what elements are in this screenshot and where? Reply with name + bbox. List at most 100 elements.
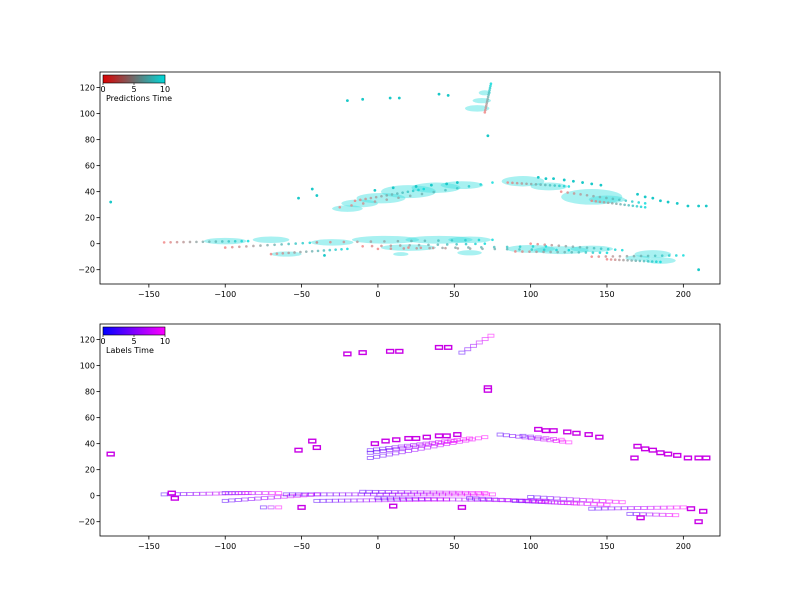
- prediction-ellipse-20: [332, 205, 363, 212]
- label-box-9-9: [586, 498, 593, 503]
- prediction-point-0-8: [214, 240, 218, 243]
- prediction-point-9-3: [611, 255, 615, 258]
- prediction-point-16-2: [484, 106, 488, 110]
- label-box-10-9: [647, 505, 655, 510]
- prediction-point-7-6: [556, 250, 559, 254]
- label-box-16-0: [519, 433, 527, 438]
- label-marker-19: [549, 428, 558, 434]
- label-box-4-3: [331, 498, 339, 503]
- label-box-9-6: [566, 497, 574, 502]
- prediction-ellipse-19: [411, 182, 461, 193]
- colorbar: [102, 74, 166, 84]
- prediction-ellipse-0: [203, 237, 247, 245]
- prediction-point-14-6: [598, 195, 602, 199]
- label-box-8-9: [570, 501, 578, 506]
- prediction-point-2-8: [316, 249, 320, 253]
- y-tick-label-4: 60: [85, 414, 95, 423]
- prediction-point-12-13: [422, 187, 426, 191]
- label-box-17-0: [458, 350, 466, 355]
- prediction-point-1-7: [273, 243, 276, 247]
- colorbar: [102, 326, 166, 336]
- prediction-point-11-12: [479, 183, 483, 186]
- label-box-3-7: [326, 492, 334, 497]
- label-box-4-4: [338, 498, 346, 503]
- label-marker-8: [483, 387, 493, 393]
- prediction-point-13-9: [548, 183, 552, 187]
- x-tick-label-7: 200: [676, 290, 691, 299]
- prediction-point-9-2: [604, 255, 608, 258]
- prediction-point-5-3: [415, 246, 418, 250]
- label-box-11-7: [672, 513, 680, 518]
- label-box-8-1: [518, 499, 526, 504]
- plot-area: [106, 333, 711, 525]
- prediction-point-7-4: [542, 250, 545, 254]
- prediction-marker-24: [675, 201, 679, 205]
- prediction-point-7-9: [577, 251, 581, 254]
- label-box-13-2: [379, 449, 387, 453]
- label-box-11-3: [646, 512, 653, 517]
- prediction-point-7-5: [549, 250, 552, 254]
- prediction-ellipse-4: [351, 235, 420, 244]
- x-tick-label-4: 50: [449, 290, 459, 299]
- prediction-marker-11: [536, 175, 540, 179]
- x-tick-label-6: 150: [599, 542, 614, 551]
- prediction-point-16-3: [484, 104, 488, 108]
- prediction-point-13-6: [534, 183, 538, 186]
- prediction-ellipse-25: [588, 195, 626, 204]
- prediction-point-10-13: [659, 260, 662, 264]
- prediction-point-2-9: [322, 249, 326, 252]
- prediction-point-9-13: [682, 254, 685, 257]
- label-box-1-7: [268, 491, 276, 496]
- prediction-marker-34: [445, 182, 449, 186]
- label-box-15-0: [496, 432, 504, 437]
- prediction-ellipse-15: [393, 252, 409, 257]
- x-tick-label-0: −150: [138, 542, 160, 551]
- label-box-15-2: [509, 434, 517, 438]
- label-marker-6: [443, 344, 453, 350]
- label-box-8-8: [564, 501, 572, 506]
- prediction-point-11-3: [373, 200, 377, 203]
- prediction-marker-6: [446, 94, 450, 97]
- colorbar-tick-label-2: 10: [160, 337, 170, 346]
- label-marker-24: [633, 443, 642, 449]
- prediction-point-8-10: [599, 247, 603, 250]
- prediction-point-13-7: [539, 183, 542, 186]
- prediction-point-0-5: [195, 240, 198, 244]
- prediction-point-2-12: [340, 247, 343, 251]
- label-box-3-9: [339, 492, 346, 497]
- label-marker-33: [630, 455, 639, 461]
- prediction-point-4-3: [389, 244, 393, 247]
- prediction-point-2-2: [281, 251, 285, 255]
- prediction-marker-33: [429, 183, 433, 187]
- prediction-point-0-3: [182, 240, 185, 244]
- prediction-marker-15: [571, 179, 575, 183]
- prediction-point-11-10: [455, 186, 459, 190]
- label-box-10-4: [614, 506, 622, 511]
- prediction-point-6-11: [542, 248, 546, 252]
- prediction-point-0-2: [175, 240, 179, 244]
- prediction-point-14-11: [630, 200, 634, 203]
- prediction-point-11-1: [350, 204, 353, 207]
- label-box-16-4: [550, 437, 557, 441]
- prediction-point-7-3: [535, 250, 538, 254]
- label-box-11-5: [659, 512, 667, 517]
- prediction-point-0-6: [201, 240, 205, 244]
- y-tick-label-3: 40: [85, 188, 95, 197]
- label-box-8-0: [511, 498, 519, 503]
- label-box-2-2: [234, 498, 242, 502]
- label-box-9-4: [553, 496, 561, 501]
- label-box-12-5: [398, 450, 406, 455]
- label-box-12-4: [392, 451, 400, 456]
- label-marker-16: [167, 490, 176, 496]
- prediction-point-10-3: [618, 258, 621, 262]
- label-box-9-2: [540, 495, 548, 500]
- prediction-point-4-2: [380, 244, 383, 248]
- prediction-point-11-13: [491, 181, 494, 184]
- prediction-point-2-13: [346, 247, 349, 251]
- label-box-1-2: [235, 491, 243, 496]
- label-box-2-0: [221, 498, 229, 503]
- prediction-point-15-10: [631, 204, 635, 208]
- prediction-point-10-10: [646, 259, 650, 263]
- prediction-ellipse-26: [464, 105, 490, 112]
- prediction-point-14-5: [592, 194, 595, 198]
